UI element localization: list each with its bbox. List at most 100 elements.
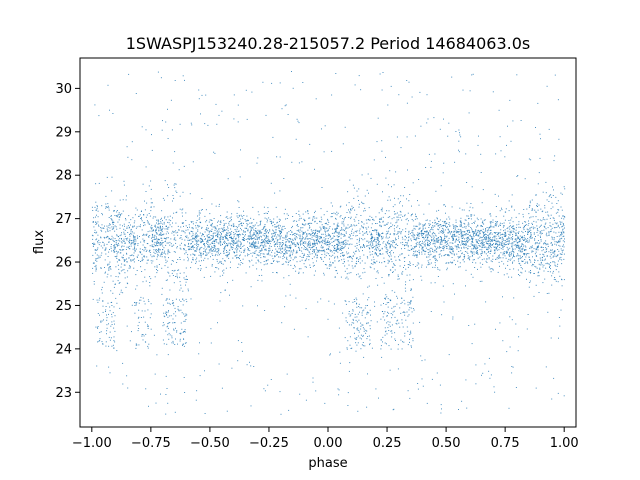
- data-point: [116, 216, 118, 218]
- data-point: [214, 247, 216, 249]
- data-point: [205, 228, 207, 230]
- data-point: [160, 243, 162, 245]
- data-point: [290, 260, 291, 262]
- data-point: [425, 250, 427, 252]
- data-point: [210, 248, 212, 250]
- data-point: [129, 248, 131, 250]
- data-point: [278, 251, 280, 253]
- data-point: [513, 268, 515, 270]
- data-point: [495, 223, 496, 225]
- data-point: [443, 239, 444, 241]
- data-point: [133, 258, 135, 260]
- data-point: [222, 237, 224, 239]
- data-point: [471, 343, 473, 345]
- data-point: [118, 272, 120, 274]
- data-point: [332, 237, 334, 239]
- data-point: [100, 254, 102, 256]
- data-point: [427, 249, 429, 251]
- data-point: [548, 215, 550, 217]
- data-point: [355, 250, 357, 252]
- data-point: [518, 336, 520, 338]
- data-point: [336, 235, 338, 237]
- data-point: [485, 228, 487, 230]
- data-point: [173, 238, 175, 240]
- data-point: [373, 268, 375, 270]
- data-point: [138, 321, 140, 323]
- data-point: [191, 124, 193, 126]
- data-point: [171, 302, 173, 304]
- data-point: [231, 367, 233, 369]
- data-point: [254, 242, 256, 244]
- data-point: [222, 228, 224, 230]
- data-point: [428, 256, 430, 258]
- data-point: [385, 237, 387, 239]
- data-point: [351, 313, 353, 314]
- data-point: [340, 249, 342, 251]
- data-point: [285, 251, 287, 253]
- data-point: [428, 263, 430, 265]
- data-point: [337, 225, 339, 227]
- data-point: [285, 235, 287, 237]
- data-point: [198, 235, 200, 237]
- data-point: [557, 254, 559, 256]
- data-point: [162, 220, 163, 222]
- data-point: [164, 241, 166, 243]
- data-point: [93, 244, 94, 246]
- data-point: [144, 341, 146, 343]
- data-point: [381, 140, 383, 142]
- data-point: [256, 232, 258, 234]
- data-point: [225, 244, 227, 246]
- data-point: [489, 246, 491, 247]
- data-point: [196, 244, 197, 246]
- data-point: [354, 266, 356, 268]
- data-point: [379, 225, 381, 227]
- data-point: [408, 230, 410, 232]
- data-point: [172, 322, 174, 324]
- data-point: [167, 327, 169, 329]
- data-point: [515, 239, 517, 241]
- data-point: [499, 222, 501, 224]
- data-point: [489, 253, 491, 254]
- data-point: [273, 238, 274, 240]
- data-point: [299, 237, 301, 239]
- data-point: [256, 254, 258, 256]
- data-point: [234, 242, 236, 244]
- data-point: [247, 255, 249, 257]
- data-point: [209, 243, 211, 245]
- data-point: [400, 147, 402, 149]
- data-point: [537, 242, 538, 244]
- data-point: [433, 242, 435, 244]
- data-point: [144, 276, 146, 278]
- data-point: [94, 249, 96, 251]
- data-point: [317, 237, 319, 239]
- data-point: [531, 245, 533, 247]
- data-point: [170, 263, 172, 265]
- data-point: [242, 230, 244, 232]
- data-point: [237, 243, 239, 245]
- data-point: [475, 247, 477, 249]
- data-point: [550, 268, 551, 270]
- data-point: [123, 249, 125, 251]
- data-point: [127, 270, 129, 272]
- data-point: [504, 229, 506, 231]
- data-point: [396, 320, 398, 322]
- data-point: [131, 233, 133, 235]
- data-point: [274, 244, 276, 245]
- data-point: [282, 240, 284, 241]
- data-point: [152, 246, 154, 248]
- data-point: [480, 245, 482, 247]
- data-point: [269, 240, 271, 242]
- data-point: [470, 214, 472, 216]
- data-point: [512, 242, 514, 244]
- data-point: [360, 328, 362, 330]
- data-point: [342, 242, 344, 244]
- data-point: [377, 284, 379, 286]
- data-point: [370, 177, 372, 179]
- data-point: [368, 192, 369, 194]
- data-point: [180, 301, 182, 302]
- data-point: [296, 233, 297, 235]
- data-point: [204, 215, 206, 217]
- data-point: [166, 237, 168, 239]
- data-point: [329, 241, 331, 243]
